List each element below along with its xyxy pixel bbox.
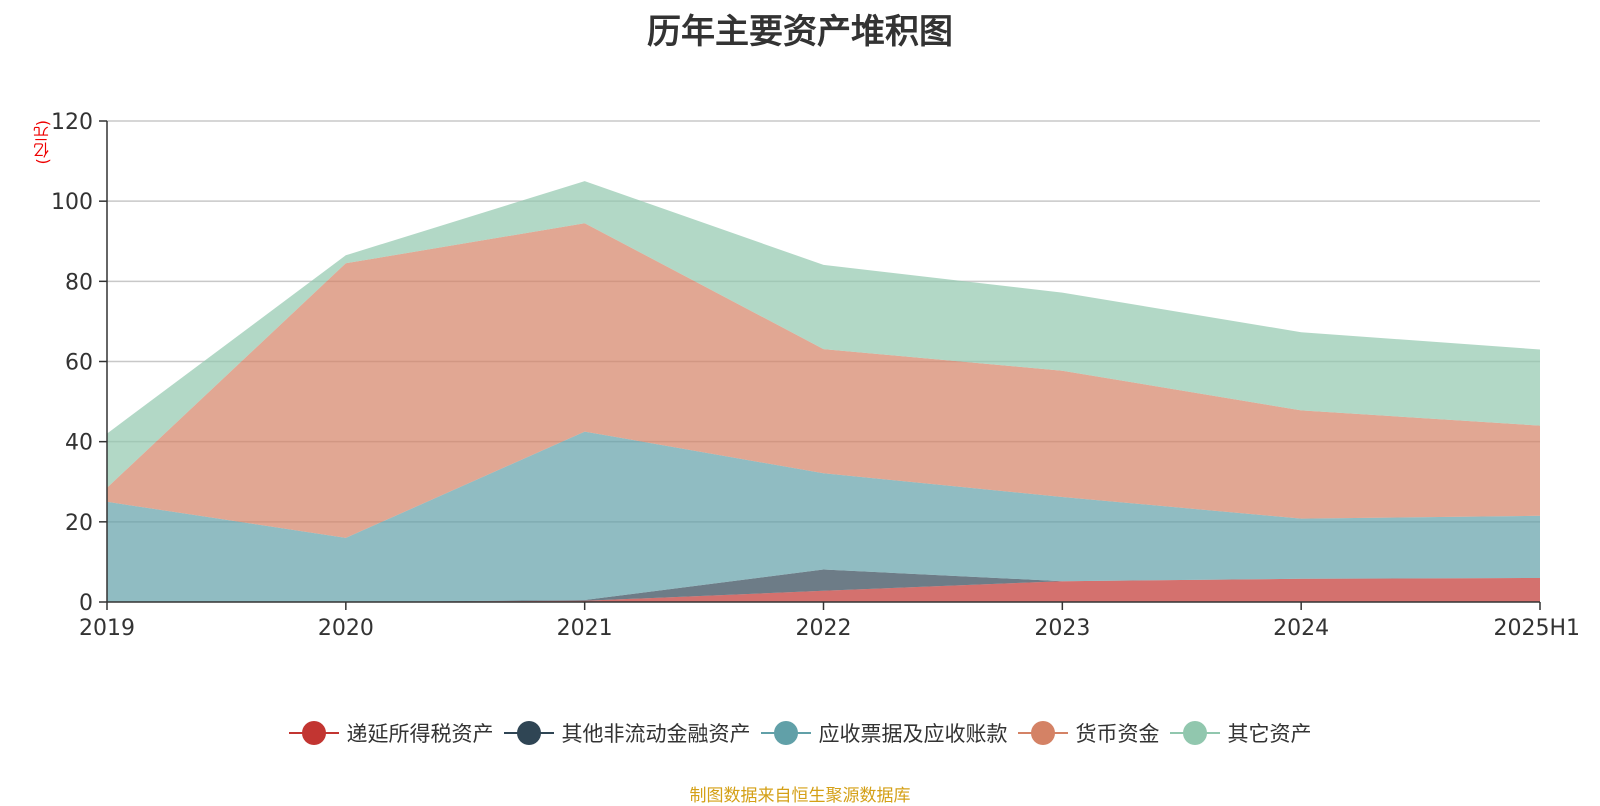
data-source-note: 制图数据来自恒生聚源数据库 [689,786,911,806]
x-tick-label-1: 2020 [318,616,374,641]
area-series-2[interactable] [107,431,1540,602]
chart-title: 历年主要资产堆积图 [647,12,953,52]
axes: 0 20 40 60 80 100 120 2019 2020 2021 2022 2023 2024 2… [51,110,1580,641]
legend: 递延所得税资产 其他非流动金融资产 应收票据及应收账款 货币资金 其它资产 [0,718,1600,748]
legend-item-4[interactable]: 其它资产 [1169,718,1312,748]
legend-swatch-1 [503,721,554,745]
legend-label-0: 递延所得税资产 [346,722,494,746]
y-tick-label-0: 0 [79,591,93,616]
legend-swatch-4 [1169,721,1220,745]
y-tick-label-3: 60 [65,351,93,376]
legend-item-3[interactable]: 货币资金 [1017,718,1160,748]
legend-swatch-3 [1017,721,1068,745]
area-layer [107,181,1540,602]
y-tick-label-6: 120 [51,110,93,135]
y-tick-label-4: 80 [65,270,93,295]
x-tick-label-5: 2024 [1273,616,1329,641]
x-tick-label-2: 2021 [557,616,613,641]
area-series-3[interactable] [107,223,1540,538]
legend-label-2: 应收票据及应收账款 [818,722,1008,746]
legend-label-3: 货币资金 [1075,722,1160,746]
x-tick-label-0: 2019 [79,616,135,641]
x-tick-label-4: 2023 [1034,616,1090,641]
x-tick-label-3: 2022 [796,616,852,641]
legend-label-1: 其他非流动金融资产 [561,722,751,746]
y-tick-label-2: 40 [65,431,93,456]
legend-item-2[interactable]: 应收票据及应收账款 [760,718,1008,748]
area-series-1[interactable] [107,569,1540,603]
legend-swatch-0 [288,721,339,745]
legend-item-0[interactable]: 递延所得税资产 [288,718,494,748]
area-series-4[interactable] [107,181,1540,488]
y-tick-label-5: 100 [51,190,93,215]
legend-swatch-2 [760,721,811,745]
x-tick-label-6: 2025H1 [1493,616,1580,641]
area-series-0[interactable] [107,578,1540,602]
legend-item-1[interactable]: 其他非流动金融资产 [503,718,751,748]
legend-label-4: 其它资产 [1227,722,1312,746]
y-tick-label-1: 20 [65,511,93,536]
